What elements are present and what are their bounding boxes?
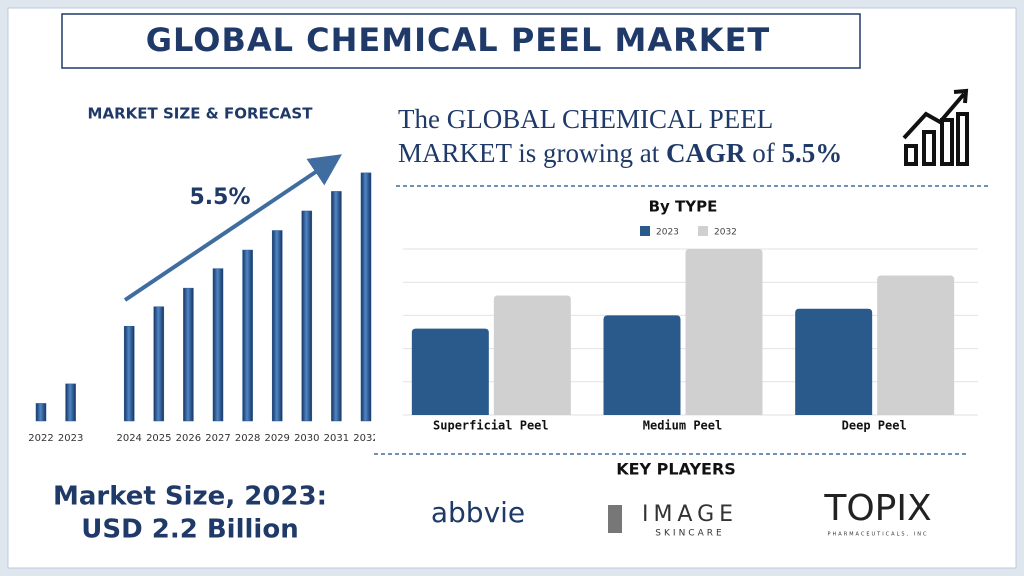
legend-label: 2032	[714, 228, 737, 238]
x-tick-label: 2022	[28, 433, 53, 444]
headline-part: MARKET is growing at	[398, 138, 666, 168]
x-tick-label: 2029	[264, 433, 289, 444]
bar	[123, 325, 135, 422]
chart-title: MARKET SIZE & FORECAST	[88, 105, 314, 123]
logo: IMAGE	[642, 502, 738, 527]
logo-mark	[608, 505, 622, 533]
growth-icon	[902, 88, 969, 166]
headline: MARKET is growing at CAGR of 5.5%	[398, 138, 842, 168]
logo: TOPIX	[823, 488, 931, 529]
x-tick-label: 2026	[176, 433, 201, 444]
bar	[493, 295, 571, 415]
x-tick-label: 2027	[205, 433, 230, 444]
x-tick-label: 2032	[353, 433, 378, 444]
bar	[183, 287, 194, 422]
bar	[877, 275, 955, 415]
bar	[212, 268, 224, 422]
bar	[360, 172, 372, 422]
logo: abbvie	[431, 496, 525, 529]
bar	[331, 191, 342, 422]
cagr-annotation: 5.5%	[189, 185, 250, 210]
x-tick-label: Medium Peel	[643, 419, 722, 433]
legend-swatch	[640, 226, 650, 236]
bar	[301, 210, 313, 422]
bar	[35, 403, 47, 422]
chart-title: By TYPE	[649, 198, 718, 216]
type-chart: Superficial Peel Medium Peel Deep Peel 2023…	[403, 226, 978, 433]
logo: PHARMACEUTICALS, INC	[828, 532, 929, 538]
x-tick-label: 2025	[146, 433, 171, 444]
forecast-chart: 2022 2023 2024 2025 2026 2027 2028 2029 2030 2031…	[28, 172, 378, 444]
x-tick-label: Deep Peel	[842, 419, 907, 433]
bar	[411, 328, 489, 415]
legend-swatch	[698, 226, 708, 236]
market-size: Market Size, 2023:	[53, 482, 327, 512]
section-title: KEY PLAYERS	[616, 460, 736, 479]
page-title: GLOBAL CHEMICAL PEEL MARKET	[146, 21, 771, 59]
bar	[603, 315, 681, 415]
market-size: USD 2.2 Billion	[81, 515, 298, 545]
x-tick-label: Superficial Peel	[433, 419, 549, 433]
bar	[685, 249, 763, 415]
bar	[795, 308, 873, 415]
x-tick-label: 2031	[324, 433, 349, 444]
x-tick-label: 2023	[58, 433, 83, 444]
x-tick-label: 2024	[116, 433, 141, 444]
bar	[153, 306, 165, 422]
legend-label: 2023	[656, 228, 679, 238]
headline: The GLOBAL CHEMICAL PEEL	[398, 104, 773, 134]
logo: SKINCARE	[655, 529, 724, 539]
headline-part: 5.5%	[782, 138, 843, 168]
trend-arrow	[123, 154, 342, 302]
x-tick-label: 2030	[294, 433, 319, 444]
x-tick-label: 2028	[235, 433, 260, 444]
bar	[271, 230, 283, 422]
title-box	[61, 13, 861, 69]
headline-part: CAGR	[666, 138, 746, 168]
bar	[242, 249, 253, 422]
headline-part: of	[746, 138, 782, 168]
bar	[65, 383, 76, 422]
panel	[7, 7, 1017, 569]
